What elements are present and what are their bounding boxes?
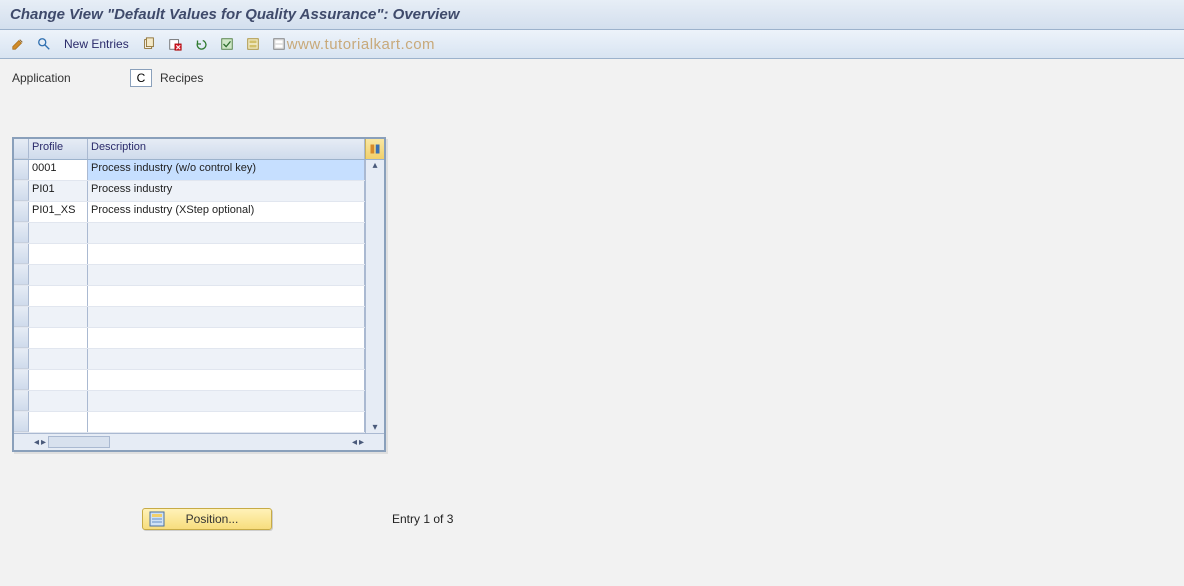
application-field-row: Application Recipes: [12, 69, 1172, 87]
hscroll-left[interactable]: ◂ ▸: [34, 436, 110, 448]
undo-icon[interactable]: [191, 34, 211, 54]
cell-description[interactable]: [88, 349, 365, 369]
cell-profile[interactable]: [29, 412, 88, 432]
vertical-scrollbar[interactable]: ▴ ▾: [365, 160, 384, 433]
cell-profile[interactable]: [29, 370, 88, 390]
scroll-step-left-icon[interactable]: ◂: [352, 437, 357, 448]
cell-profile[interactable]: PI01: [29, 181, 88, 201]
row-handle[interactable]: [14, 202, 29, 222]
new-entries-button[interactable]: New Entries: [60, 37, 133, 51]
row-handle[interactable]: [14, 391, 29, 411]
toggle-display-change-icon[interactable]: [8, 34, 28, 54]
cell-description[interactable]: [88, 328, 365, 348]
watermark-text: www.tutorialkart.com: [287, 36, 435, 53]
row-handle[interactable]: [14, 265, 29, 285]
row-handle[interactable]: [14, 286, 29, 306]
position-button[interactable]: Position...: [142, 508, 272, 530]
cell-description[interactable]: Process industry (w/o control key): [88, 160, 365, 180]
cell-profile[interactable]: [29, 328, 88, 348]
delete-icon[interactable]: [165, 34, 185, 54]
row-handle[interactable]: [14, 328, 29, 348]
position-label: Position...: [173, 512, 251, 526]
cell-profile[interactable]: [29, 244, 88, 264]
col-header-profile[interactable]: Profile: [29, 139, 88, 159]
select-block-icon[interactable]: [243, 34, 263, 54]
cell-profile[interactable]: [29, 265, 88, 285]
row-handle[interactable]: [14, 223, 29, 243]
table-row[interactable]: [14, 370, 365, 391]
cell-description[interactable]: [88, 223, 365, 243]
application-input[interactable]: [130, 69, 152, 87]
table-row[interactable]: [14, 265, 365, 286]
toolbar: New Entries www.tutorialkart.com: [0, 30, 1184, 59]
profile-grid: Profile Description 0001Process industry…: [12, 137, 386, 452]
position-row: Position... Entry 1 of 3: [12, 508, 1172, 530]
deselect-all-icon[interactable]: [269, 34, 289, 54]
row-handle[interactable]: [14, 370, 29, 390]
cell-profile[interactable]: PI01_XS: [29, 202, 88, 222]
grid-rows: 0001Process industry (w/o control key)PI…: [14, 160, 365, 433]
table-row[interactable]: [14, 223, 365, 244]
cell-description[interactable]: [88, 370, 365, 390]
col-header-description[interactable]: Description: [88, 139, 365, 159]
cell-description[interactable]: [88, 391, 365, 411]
scroll-up-icon[interactable]: ▴: [372, 160, 377, 171]
cell-profile[interactable]: [29, 349, 88, 369]
cell-description[interactable]: [88, 244, 365, 264]
row-handle[interactable]: [14, 181, 29, 201]
row-handle[interactable]: [14, 412, 29, 432]
scroll-right-icon[interactable]: ▸: [359, 437, 364, 448]
cell-profile[interactable]: [29, 391, 88, 411]
table-row[interactable]: [14, 349, 365, 370]
table-row[interactable]: PI01_XSProcess industry (XStep optional): [14, 202, 365, 223]
row-handle[interactable]: [14, 244, 29, 264]
hscroll-track[interactable]: [48, 436, 110, 448]
hscroll-right[interactable]: ◂ ▸: [352, 437, 364, 448]
cell-profile[interactable]: 0001: [29, 160, 88, 180]
entry-status: Entry 1 of 3: [392, 512, 453, 526]
copy-icon[interactable]: [139, 34, 159, 54]
row-handle[interactable]: [14, 160, 29, 180]
cell-description[interactable]: [88, 307, 365, 327]
table-row[interactable]: [14, 244, 365, 265]
table-row[interactable]: [14, 391, 365, 412]
table-row[interactable]: 0001Process industry (w/o control key): [14, 160, 365, 181]
cell-description[interactable]: Process industry: [88, 181, 365, 201]
cell-profile[interactable]: [29, 223, 88, 243]
cell-profile[interactable]: [29, 286, 88, 306]
scroll-step-right-icon[interactable]: ▸: [41, 437, 46, 448]
cell-description[interactable]: [88, 412, 365, 432]
table-row[interactable]: [14, 307, 365, 328]
page-title: Change View "Default Values for Quality …: [10, 6, 1174, 23]
grid-corner[interactable]: [14, 139, 29, 159]
row-handle[interactable]: [14, 307, 29, 327]
cell-description[interactable]: Process industry (XStep optional): [88, 202, 365, 222]
grid-footer: ◂ ▸ ◂ ▸: [14, 433, 384, 450]
application-desc: Recipes: [160, 71, 203, 85]
table-row[interactable]: [14, 328, 365, 349]
title-bar: Change View "Default Values for Quality …: [0, 0, 1184, 30]
grid-config-icon[interactable]: [365, 139, 384, 159]
other-view-icon[interactable]: [34, 34, 54, 54]
select-all-icon[interactable]: [217, 34, 237, 54]
table-row[interactable]: PI01Process industry: [14, 181, 365, 202]
table-row[interactable]: [14, 286, 365, 307]
row-handle[interactable]: [14, 349, 29, 369]
cell-description[interactable]: [88, 265, 365, 285]
scroll-left-icon[interactable]: ◂: [34, 437, 39, 448]
cell-profile[interactable]: [29, 307, 88, 327]
scroll-down-icon[interactable]: ▾: [372, 422, 377, 433]
application-label: Application: [12, 71, 122, 85]
content-area: Application Recipes Profile Description …: [0, 59, 1184, 540]
grid-header: Profile Description: [14, 139, 384, 160]
cell-description[interactable]: [88, 286, 365, 306]
position-icon: [149, 511, 165, 527]
table-row[interactable]: [14, 412, 365, 433]
